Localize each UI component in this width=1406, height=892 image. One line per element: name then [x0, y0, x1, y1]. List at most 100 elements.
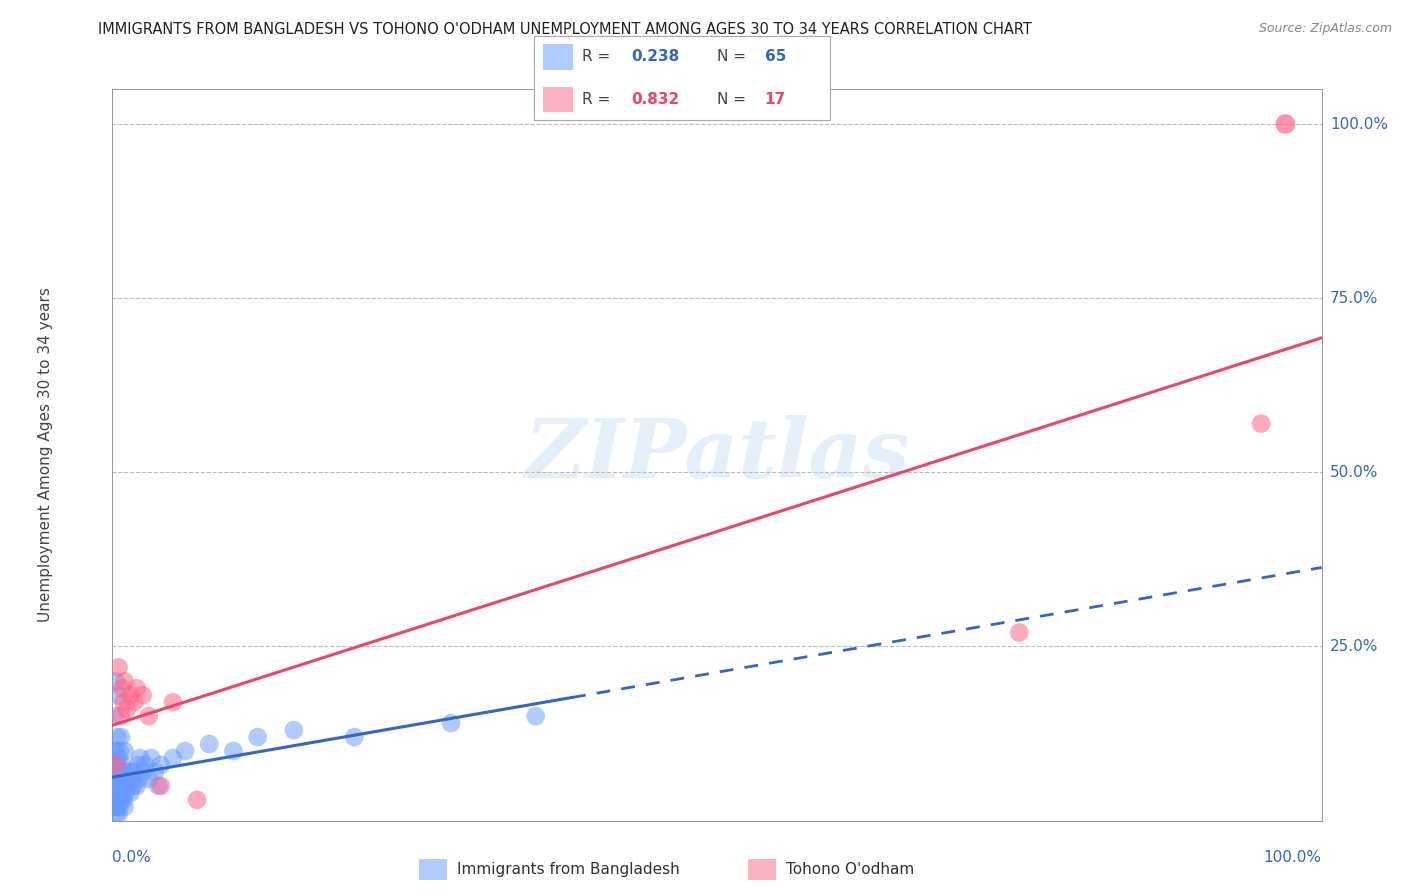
Text: 75.0%: 75.0%: [1330, 291, 1378, 306]
Point: [121, 772, 143, 786]
Point: [114, 744, 136, 758]
Point: [115, 772, 138, 786]
Text: Immigrants from Bangladesh: Immigrants from Bangladesh: [457, 863, 679, 877]
Point: [148, 779, 170, 793]
Point: [127, 758, 149, 772]
Point: [117, 779, 139, 793]
Point: [524, 709, 547, 723]
Point: [125, 779, 148, 793]
Point: [110, 709, 132, 723]
Point: [107, 793, 129, 807]
Text: ZIPatlas: ZIPatlas: [524, 415, 910, 495]
Point: [103, 772, 125, 786]
Point: [122, 779, 145, 793]
Point: [1274, 117, 1296, 131]
Point: [149, 758, 172, 772]
Text: 50.0%: 50.0%: [1330, 465, 1378, 480]
Point: [129, 751, 152, 765]
Bar: [419, 859, 447, 880]
Point: [114, 779, 136, 793]
Bar: [543, 87, 572, 112]
Point: [105, 764, 128, 779]
Text: N =: N =: [717, 92, 751, 107]
Point: [186, 793, 208, 807]
Point: [246, 730, 269, 744]
Point: [138, 709, 160, 723]
Text: 100.0%: 100.0%: [1330, 117, 1388, 131]
Point: [105, 806, 128, 821]
Point: [105, 799, 128, 814]
Point: [105, 786, 128, 800]
Text: 100.0%: 100.0%: [1264, 850, 1322, 865]
Point: [105, 758, 128, 772]
Point: [120, 688, 142, 702]
Point: [141, 751, 163, 765]
Point: [105, 730, 128, 744]
Point: [103, 744, 125, 758]
Text: R =: R =: [582, 92, 614, 107]
Point: [134, 758, 156, 772]
Text: 0.0%: 0.0%: [112, 850, 152, 865]
Point: [107, 688, 129, 702]
Point: [440, 716, 463, 731]
Point: [108, 779, 131, 793]
Point: [111, 786, 134, 800]
Point: [105, 744, 128, 758]
Point: [110, 772, 132, 786]
Point: [111, 758, 134, 772]
Text: 65: 65: [765, 49, 786, 64]
Point: [107, 806, 129, 821]
Point: [122, 764, 145, 779]
Point: [112, 695, 135, 709]
Point: [104, 793, 127, 807]
Point: [114, 786, 136, 800]
Text: Unemployment Among Ages 30 to 34 years: Unemployment Among Ages 30 to 34 years: [38, 287, 53, 623]
Point: [149, 779, 172, 793]
Point: [107, 751, 129, 765]
Bar: [543, 45, 572, 70]
Point: [128, 772, 150, 786]
Point: [120, 786, 142, 800]
Point: [138, 772, 160, 786]
Point: [107, 660, 129, 674]
Point: [283, 723, 305, 737]
Point: [343, 730, 366, 744]
Point: [174, 744, 197, 758]
Point: [105, 758, 128, 772]
Point: [112, 764, 135, 779]
Point: [122, 695, 145, 709]
Point: [104, 799, 127, 814]
Bar: [748, 859, 776, 880]
Point: [103, 786, 125, 800]
Point: [222, 744, 245, 758]
Point: [105, 674, 128, 689]
Point: [125, 681, 148, 696]
Text: 0.832: 0.832: [631, 92, 681, 107]
Point: [105, 786, 128, 800]
Point: [132, 688, 155, 702]
Text: R =: R =: [582, 49, 614, 64]
Point: [112, 793, 135, 807]
Text: 25.0%: 25.0%: [1330, 639, 1378, 654]
Text: IMMIGRANTS FROM BANGLADESH VS TOHONO O'ODHAM UNEMPLOYMENT AMONG AGES 30 TO 34 YE: IMMIGRANTS FROM BANGLADESH VS TOHONO O'O…: [98, 22, 1032, 37]
Point: [104, 779, 127, 793]
Point: [103, 799, 125, 814]
Point: [108, 744, 131, 758]
Point: [143, 764, 166, 779]
Point: [1250, 417, 1272, 431]
Point: [198, 737, 221, 751]
Point: [111, 681, 134, 696]
Point: [104, 758, 127, 772]
Point: [110, 730, 132, 744]
Text: Source: ZipAtlas.com: Source: ZipAtlas.com: [1258, 22, 1392, 36]
Point: [1008, 625, 1031, 640]
Point: [104, 709, 127, 723]
Point: [107, 779, 129, 793]
Text: N =: N =: [717, 49, 751, 64]
Text: 0.238: 0.238: [631, 49, 681, 64]
Point: [162, 751, 184, 765]
Point: [118, 764, 141, 779]
Point: [132, 764, 155, 779]
Text: 17: 17: [765, 92, 786, 107]
Point: [108, 799, 131, 814]
